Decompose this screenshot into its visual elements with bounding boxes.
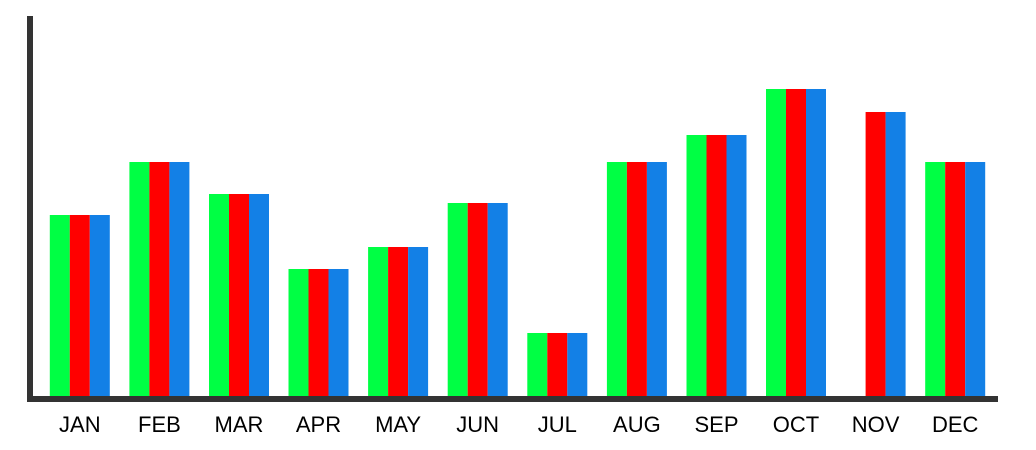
x-tick-label-jan: JAN	[59, 412, 101, 437]
bar-feb-series-3	[169, 162, 190, 397]
bar-apr-series-3	[328, 269, 349, 397]
x-tick-label-apr: APR	[296, 412, 341, 437]
x-tick-label-aug: AUG	[613, 412, 661, 437]
bar-apr-series-1	[288, 269, 309, 397]
bar-oct-series-1	[766, 89, 786, 397]
x-tick-label-sep: SEP	[694, 412, 738, 437]
bar-may-series-3	[408, 247, 429, 397]
bar-mar-series-1	[209, 194, 229, 397]
bar-nov-series-3	[885, 112, 906, 397]
bar-jan-series-2	[69, 215, 90, 397]
x-tick-label-jul: JUL	[538, 412, 577, 437]
x-tick-labels: JAN FEB MAR APR MAY JUN JUL AUG SEP OCT NOV DEC	[59, 412, 979, 437]
bar-dec-series-3	[965, 162, 986, 397]
bar-dec-series-1	[925, 162, 946, 397]
bar-feb-series-2	[149, 162, 170, 397]
x-tick-label-nov: NOV	[852, 412, 900, 437]
x-tick-label-mar: MAR	[215, 412, 264, 437]
bar-jan-series-3	[89, 215, 110, 397]
bar-may-series-1	[368, 247, 389, 397]
bar-sep-series-1	[686, 135, 707, 397]
bar-sep-series-2	[706, 135, 727, 397]
bar-feb-series-1	[129, 162, 150, 397]
bar-aug-series-1	[606, 162, 627, 397]
x-tick-label-oct: OCT	[773, 412, 819, 437]
bar-jul-series-1	[527, 333, 548, 397]
bar-jun-series-2	[467, 203, 488, 397]
x-tick-label-feb: FEB	[138, 412, 181, 437]
bar-jul-series-3	[567, 333, 588, 397]
bar-mar-series-2	[229, 194, 249, 397]
bar-oct-series-3	[806, 89, 826, 397]
bar-jun-series-3	[487, 203, 508, 397]
bar-jan-series-1	[49, 215, 70, 397]
bar-apr-series-2	[308, 269, 329, 397]
bar-nov-series-2	[865, 112, 886, 397]
bar-sep-series-3	[726, 135, 747, 397]
bar-jun-series-1	[447, 203, 468, 397]
bar-may-series-2	[388, 247, 409, 397]
bar-aug-series-3	[646, 162, 667, 397]
bar-aug-series-2	[626, 162, 647, 397]
x-tick-label-jun: JUN	[456, 412, 499, 437]
bar-mar-series-3	[249, 194, 269, 397]
bar-jul-series-2	[547, 333, 568, 397]
bar-dec-series-2	[945, 162, 966, 397]
x-tick-label-may: MAY	[375, 412, 421, 437]
x-tick-label-dec: DEC	[932, 412, 979, 437]
bar-oct-series-2	[786, 89, 806, 397]
bars-group	[49, 89, 986, 397]
